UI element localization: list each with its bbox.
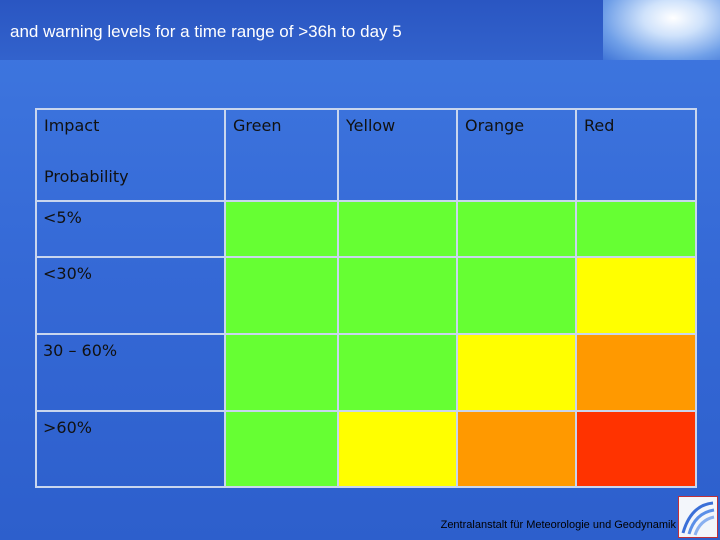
level-cell [456, 256, 577, 335]
header-row: Impact Probability Green Yellow Orange Red [35, 108, 697, 202]
level-cell [224, 410, 339, 488]
column-header: Green [224, 108, 339, 202]
logo [678, 496, 718, 538]
level-cell [575, 333, 697, 412]
level-cell [337, 410, 458, 488]
level-cell [337, 333, 458, 412]
row-label: >60% [35, 410, 226, 488]
matrix-row: <30% [35, 256, 697, 335]
row-label: 30 – 60% [35, 333, 226, 412]
row-label: <30% [35, 256, 226, 335]
matrix-row: <5% [35, 200, 697, 258]
level-cell [224, 200, 339, 258]
level-cell [456, 410, 577, 488]
matrix-row: 30 – 60% [35, 333, 697, 412]
row-header: Probability [44, 167, 129, 186]
level-cell [224, 333, 339, 412]
column-header: Impact [44, 116, 100, 135]
title-bar [0, 0, 603, 60]
header-image [603, 0, 720, 60]
level-cell [575, 200, 697, 258]
level-cell [224, 256, 339, 335]
slide-title: and warning levels for a time range of >… [10, 22, 402, 41]
level-cell [456, 200, 577, 258]
level-cell [575, 410, 697, 488]
column-header: Yellow [337, 108, 458, 202]
footer-text: Zentralanstalt für Meteorologie und Geod… [440, 519, 676, 531]
row-label: <5% [35, 200, 226, 258]
column-header: Red [575, 108, 697, 202]
level-cell [575, 256, 697, 335]
level-cell [456, 333, 577, 412]
column-header: Orange [456, 108, 577, 202]
matrix-row: >60% [35, 410, 697, 488]
corner-cell: Impact Probability [35, 108, 226, 202]
warning-matrix: Impact Probability Green Yellow Orange Red <5%… [35, 108, 697, 488]
level-cell [337, 200, 458, 258]
level-cell [337, 256, 458, 335]
